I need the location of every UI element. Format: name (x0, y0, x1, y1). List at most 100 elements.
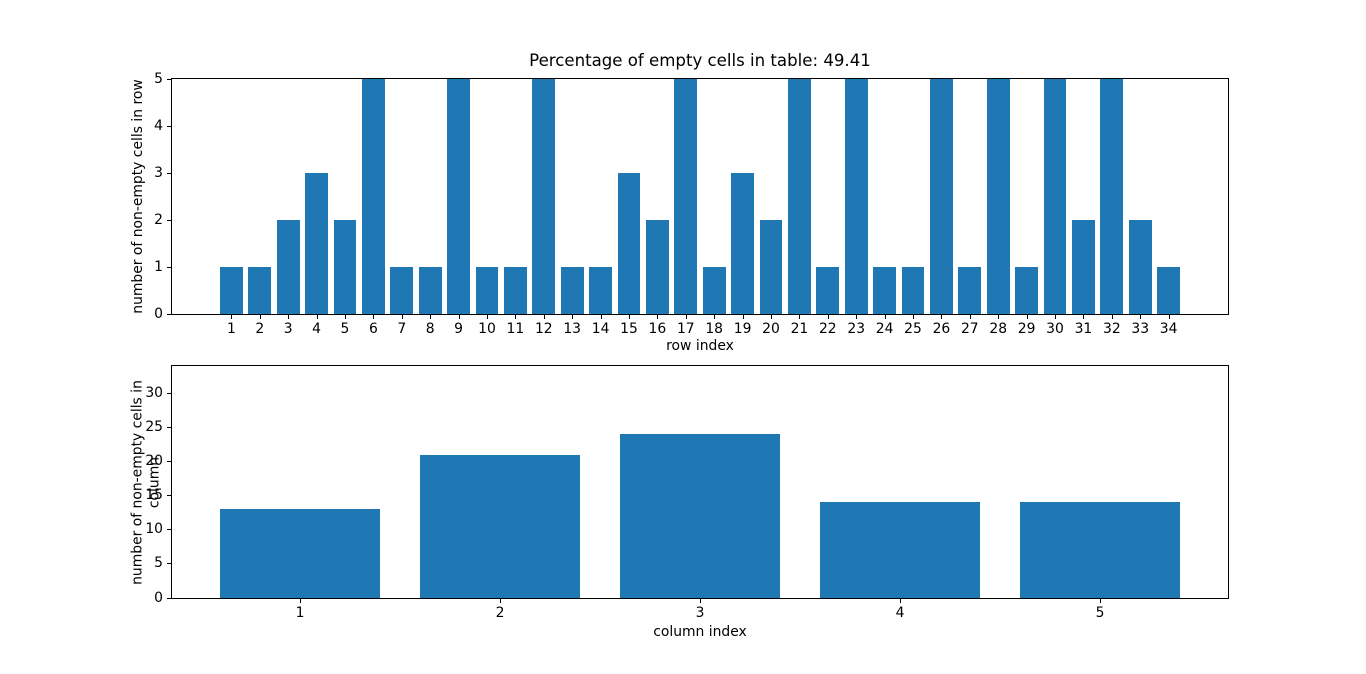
bar-3 (620, 434, 780, 598)
y-tick-label: 2 (154, 211, 163, 228)
x-tick (458, 315, 460, 319)
x-tick (1100, 599, 1101, 603)
y-tick (167, 529, 171, 531)
x-tick (373, 315, 375, 319)
x-tick-label: 1 (295, 605, 305, 621)
bar-33 (1128, 220, 1152, 314)
x-tick (401, 315, 403, 319)
bar-20 (759, 220, 783, 314)
x-tick (742, 315, 744, 319)
bar-16 (646, 220, 669, 314)
bar-22 (816, 267, 840, 314)
bar-3 (276, 220, 300, 314)
x-tick (231, 315, 233, 319)
y-tick (167, 266, 171, 268)
x-tick (344, 315, 346, 319)
x-tick (884, 315, 886, 319)
y-tick-label: 0 (154, 589, 163, 606)
x-tick-label: 27 (960, 321, 979, 337)
x-tick (500, 599, 501, 603)
y-tick-label: 0 (154, 305, 163, 322)
bar-2 (248, 267, 272, 314)
y-tick (167, 461, 171, 463)
x-tick (856, 315, 858, 319)
x-tick (799, 315, 801, 319)
y-tick-label: 15 (145, 487, 163, 504)
bar-18 (702, 267, 726, 314)
x-tick (685, 315, 687, 319)
x-tick-label: 24 (875, 321, 894, 337)
x-tick-label: 4 (312, 321, 321, 337)
x-tick (827, 315, 829, 319)
y-tick-label: 1 (154, 258, 163, 275)
x-tick-label: 3 (695, 605, 705, 621)
chart2-x-axis-label: column index (653, 624, 747, 640)
y-tick-label: 25 (145, 418, 163, 435)
bar-5 (1020, 502, 1180, 598)
x-tick-label: 4 (895, 605, 905, 621)
x-tick (913, 315, 915, 319)
x-tick (300, 599, 301, 603)
y-tick (167, 392, 171, 394)
x-tick-label: 30 (1046, 321, 1064, 337)
x-tick-label: 29 (1017, 321, 1036, 337)
y-tick-label: 5 (154, 555, 163, 572)
x-tick (771, 315, 772, 319)
x-tick (1168, 315, 1170, 319)
x-tick (714, 315, 716, 319)
x-tick-label: 21 (790, 321, 809, 337)
x-tick-label: 13 (563, 321, 582, 337)
x-tick-label: 17 (676, 321, 695, 337)
bar-14 (589, 267, 612, 314)
y-tick (167, 426, 171, 428)
bar-12 (532, 79, 556, 314)
x-tick-label: 16 (648, 321, 667, 337)
x-tick (1111, 315, 1113, 319)
x-tick-label: 9 (454, 321, 463, 337)
x-tick-label: 2 (495, 605, 505, 621)
x-tick-label: 1 (226, 321, 236, 337)
x-tick (628, 315, 630, 319)
x-tick-label: 31 (1074, 321, 1093, 337)
bar-32 (1100, 79, 1124, 314)
y-tick (167, 597, 171, 599)
x-tick-label: 10 (478, 321, 496, 337)
x-tick (486, 315, 488, 319)
y-tick (167, 219, 171, 221)
chart1-title: Percentage of empty cells in table: 49.4… (529, 51, 871, 70)
x-tick (259, 315, 261, 319)
x-tick (969, 315, 971, 319)
bar-21 (788, 79, 811, 314)
y-tick (167, 125, 171, 127)
bar-17 (674, 79, 698, 314)
x-tick-label: 7 (397, 321, 407, 337)
y-tick (167, 495, 171, 497)
x-tick-label: 25 (904, 321, 922, 337)
x-tick-label: 11 (506, 321, 525, 337)
x-tick (700, 599, 701, 603)
bar-25 (901, 267, 925, 314)
chart1-y-axis-label: number of non-empty cells in row (130, 79, 146, 314)
x-tick (1055, 315, 1057, 319)
bar-30 (1043, 79, 1067, 314)
y-tick (167, 78, 171, 80)
x-tick-label: 15 (620, 321, 638, 337)
bar-10 (475, 267, 499, 314)
x-tick (430, 315, 432, 319)
x-tick-label: 22 (818, 321, 837, 337)
x-tick (572, 315, 574, 319)
x-tick-label: 12 (534, 321, 553, 337)
bar-9 (447, 79, 470, 314)
x-tick (600, 315, 602, 319)
x-tick-label: 18 (705, 321, 724, 337)
x-tick (657, 315, 659, 319)
y-tick-label: 3 (154, 164, 163, 181)
y-tick (167, 313, 171, 315)
x-tick (515, 315, 517, 319)
x-tick (1026, 315, 1028, 319)
x-tick-label: 2 (255, 321, 265, 337)
chart2-plot-area (171, 365, 1229, 599)
x-tick-label: 8 (425, 321, 435, 337)
x-tick-label: 32 (1102, 321, 1121, 337)
